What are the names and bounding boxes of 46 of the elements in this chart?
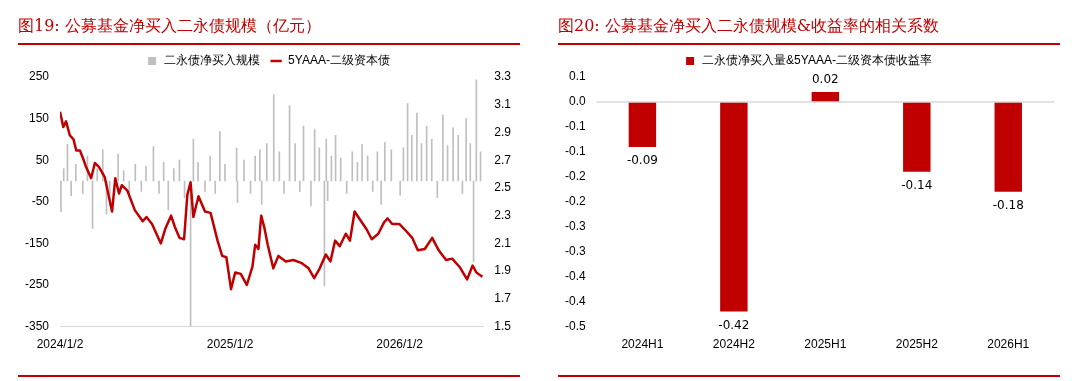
data-label: 0.02 [811, 72, 839, 87]
y2-tick-label: 2.5 [494, 180, 512, 195]
y-tick-label: 0.1 [568, 69, 586, 84]
data-label: -0.09 [626, 153, 658, 168]
y-tick-label: -0.2 [564, 169, 586, 184]
y-tick-label: -150 [24, 235, 50, 250]
legend-label: 二永债净买入规模 [164, 53, 261, 68]
y-tick-label: -0.4 [564, 293, 586, 308]
y-tick-label: -0.1 [564, 144, 586, 159]
chart-title: 图19: 公募基金净买入二永债规模（亿元） [18, 0, 520, 45]
y-tick-label: 250 [28, 69, 50, 84]
y2-tick-label: 2.9 [494, 124, 512, 139]
y-tick-label: 0.0 [568, 94, 586, 109]
y-tick-label: -0.3 [564, 244, 586, 259]
chart-title: 图20: 公募基金净买入二永债规模&收益率的相关系数 [558, 0, 1060, 45]
x-tick-label: 2024H2 [712, 337, 756, 352]
legend-label: 5YAAA-二级资本债 [288, 53, 390, 68]
x-tick-label: 2025H1 [804, 337, 847, 352]
y2-tick-label: 3.1 [494, 97, 512, 112]
data-label: -0.18 [992, 197, 1024, 212]
y-tick-label: 50 [35, 152, 50, 167]
y2-tick-label: 1.9 [494, 263, 512, 278]
x-tick-label: 2025H2 [895, 337, 939, 352]
y-tick-label: -50 [31, 194, 50, 209]
y-tick-label: -0.1 [564, 119, 586, 134]
y-tick-label: -0.2 [564, 194, 586, 209]
legend-label: 二永债净买入量&5YAAA-二级资本债收益率 [702, 53, 932, 68]
data-label: -0.42 [718, 317, 750, 332]
x-tick-label: 2024/1/2 [36, 337, 84, 352]
x-tick-label: 2024H1 [621, 337, 664, 352]
y2-tick-label: 2.3 [494, 207, 512, 222]
y2-tick-label: 3.3 [494, 69, 512, 84]
y-tick-label: 150 [28, 110, 50, 125]
y-tick-label: -0.3 [564, 219, 586, 234]
y-tick-label: -0.4 [564, 268, 586, 283]
data-label: -0.14 [901, 177, 933, 192]
x-tick-label: 2025/1/2 [206, 337, 254, 352]
y2-tick-label: 1.7 [494, 291, 512, 306]
x-tick-label: 2026H1 [987, 337, 1030, 352]
y2-tick-label: 2.7 [494, 152, 512, 167]
y-tick-label: -350 [24, 318, 50, 333]
y-tick-label: -250 [24, 277, 50, 292]
x-tick-label: 2026/1/2 [376, 337, 424, 352]
y2-tick-label: 1.5 [494, 318, 512, 333]
y-tick-label: -0.5 [564, 318, 586, 333]
y2-tick-label: 2.1 [494, 235, 512, 250]
